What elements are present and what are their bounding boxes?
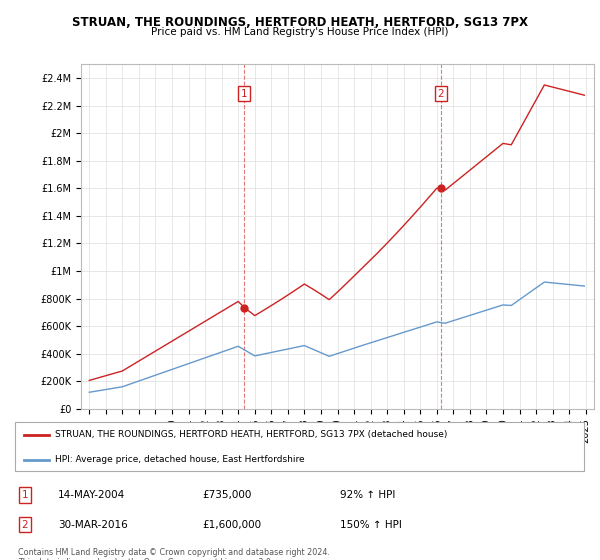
Text: £1,600,000: £1,600,000 [202,520,261,530]
Text: STRUAN, THE ROUNDINGS, HERTFORD HEATH, HERTFORD, SG13 7PX (detached house): STRUAN, THE ROUNDINGS, HERTFORD HEATH, H… [55,431,448,440]
Text: 150% ↑ HPI: 150% ↑ HPI [340,520,402,530]
FancyBboxPatch shape [15,422,584,471]
Text: Price paid vs. HM Land Registry's House Price Index (HPI): Price paid vs. HM Land Registry's House … [151,27,449,37]
Text: 14-MAY-2004: 14-MAY-2004 [58,490,125,500]
Text: HPI: Average price, detached house, East Hertfordshire: HPI: Average price, detached house, East… [55,455,305,464]
Text: 2: 2 [437,88,444,99]
Text: STRUAN, THE ROUNDINGS, HERTFORD HEATH, HERTFORD, SG13 7PX: STRUAN, THE ROUNDINGS, HERTFORD HEATH, H… [72,16,528,29]
Text: 2: 2 [22,520,28,530]
Text: Contains HM Land Registry data © Crown copyright and database right 2024.
This d: Contains HM Land Registry data © Crown c… [18,548,330,560]
Text: 92% ↑ HPI: 92% ↑ HPI [340,490,395,500]
Text: 1: 1 [22,490,28,500]
Text: £735,000: £735,000 [202,490,251,500]
Text: 30-MAR-2016: 30-MAR-2016 [58,520,128,530]
Text: 1: 1 [241,88,248,99]
